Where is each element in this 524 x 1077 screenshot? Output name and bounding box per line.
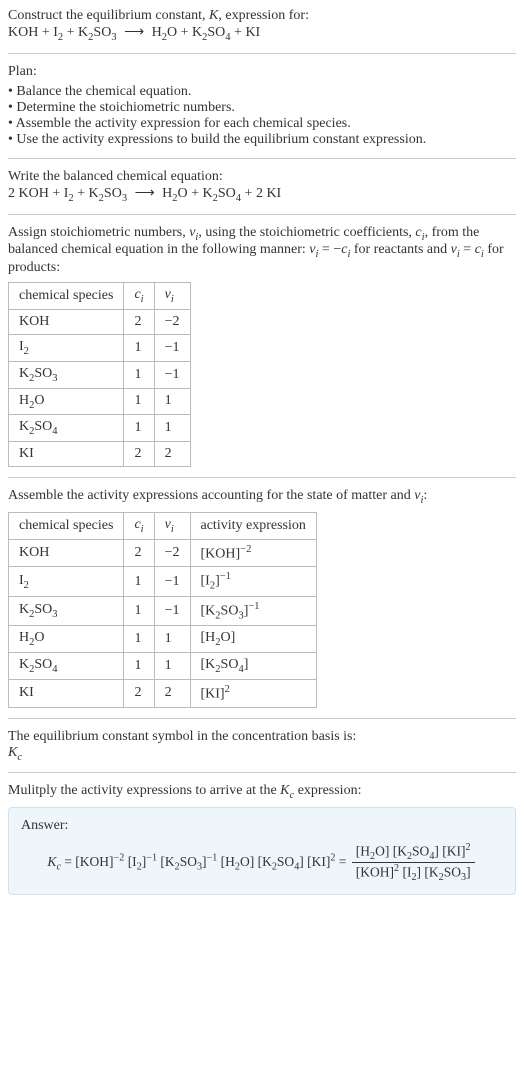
- plan-title: Plan:: [8, 64, 516, 80]
- intro-equation: KOH + I2 + K2SO3 ⟶ H2O + K2SO4 + KI: [8, 24, 516, 43]
- activity-table: chemical species ci νi activity expressi…: [8, 512, 317, 708]
- table-header: ci: [124, 512, 154, 539]
- table-row: H2O11[H2O]: [9, 626, 317, 653]
- separator: [8, 53, 516, 54]
- separator: [8, 158, 516, 159]
- answer-equation: Kc = [KOH]−2 [I2]−1 [K2SO3]−1 [H2O] [K2S…: [21, 842, 503, 883]
- plan-block: Plan: Balance the chemical equation. Det…: [8, 64, 516, 148]
- eqconst-block: The equilibrium constant symbol in the c…: [8, 729, 516, 763]
- table-row: KI22: [9, 442, 191, 467]
- intro-block: Construct the equilibrium constant, K, e…: [8, 8, 516, 43]
- frac-numerator: [H2O] [K2SO4] [KI]2: [352, 842, 475, 863]
- table-header: chemical species: [9, 283, 124, 310]
- answer-fraction: [H2O] [K2SO4] [KI]2[KOH]2 [I2] [K2SO3]: [352, 842, 475, 883]
- table-row: KOH2−2[KOH]−2: [9, 539, 317, 567]
- frac-denominator: [KOH]2 [I2] [K2SO3]: [352, 863, 475, 883]
- table-header: chemical species: [9, 512, 124, 539]
- separator: [8, 477, 516, 478]
- plan-item: Assemble the activity expression for eac…: [8, 116, 516, 132]
- eqconst-text: The equilibrium constant symbol in the c…: [8, 729, 516, 745]
- eqconst-symbol: Kc: [8, 745, 516, 763]
- k-var: K: [209, 8, 218, 23]
- separator: [8, 214, 516, 215]
- separator: [8, 772, 516, 773]
- separator: [8, 718, 516, 719]
- assign-block: Assign stoichiometric numbers, νi, using…: [8, 225, 516, 468]
- plan-item: Determine the stoichiometric numbers.: [8, 100, 516, 116]
- table-header-row: chemical species ci νi activity expressi…: [9, 512, 317, 539]
- table-header-row: chemical species ci νi: [9, 283, 191, 310]
- table-row: K2SO31−1[K2SO3]−1: [9, 596, 317, 625]
- table-row: K2SO31−1: [9, 361, 191, 388]
- table-row: KI22[KI]2: [9, 679, 317, 707]
- assign-text: Assign stoichiometric numbers, νi, using…: [8, 225, 516, 277]
- plan-list: Balance the chemical equation. Determine…: [8, 84, 516, 148]
- assemble-block: Assemble the activity expressions accoun…: [8, 488, 516, 707]
- answer-lhs: Kc = [KOH]−2 [I2]−1 [K2SO3]−1 [H2O] [K2S…: [47, 854, 349, 869]
- balanced-block: Write the balanced chemical equation: 2 …: [8, 169, 516, 204]
- table-header: νi: [154, 283, 190, 310]
- table-row: KOH2−2: [9, 309, 191, 334]
- table-row: I21−1: [9, 334, 191, 361]
- multiply-text: Mulitply the activity expressions to arr…: [8, 783, 516, 801]
- intro-text-1b: , expression for:: [218, 8, 309, 23]
- balanced-equation: 2 KOH + I2 + K2SO3 ⟶ H2O + K2SO4 + 2 KI: [8, 185, 516, 204]
- balanced-title: Write the balanced chemical equation:: [8, 169, 516, 185]
- table-header: ci: [124, 283, 154, 310]
- table-header: νi: [154, 512, 190, 539]
- multiply-block: Mulitply the activity expressions to arr…: [8, 783, 516, 801]
- intro-text-1: Construct the equilibrium constant,: [8, 8, 209, 23]
- table-row: K2SO411[K2SO4]: [9, 653, 317, 680]
- plan-item: Balance the chemical equation.: [8, 84, 516, 100]
- answer-box: Answer: Kc = [KOH]−2 [I2]−1 [K2SO3]−1 [H…: [8, 807, 516, 894]
- assemble-text: Assemble the activity expressions accoun…: [8, 488, 516, 506]
- stoich-table: chemical species ci νi KOH2−2 I21−1 K2SO…: [8, 282, 191, 467]
- table-row: K2SO411: [9, 415, 191, 442]
- table-row: H2O11: [9, 388, 191, 415]
- table-header: activity expression: [190, 512, 316, 539]
- plan-item: Use the activity expressions to build th…: [8, 132, 516, 148]
- answer-label: Answer:: [21, 818, 503, 834]
- table-row: I21−1[I2]−1: [9, 567, 317, 596]
